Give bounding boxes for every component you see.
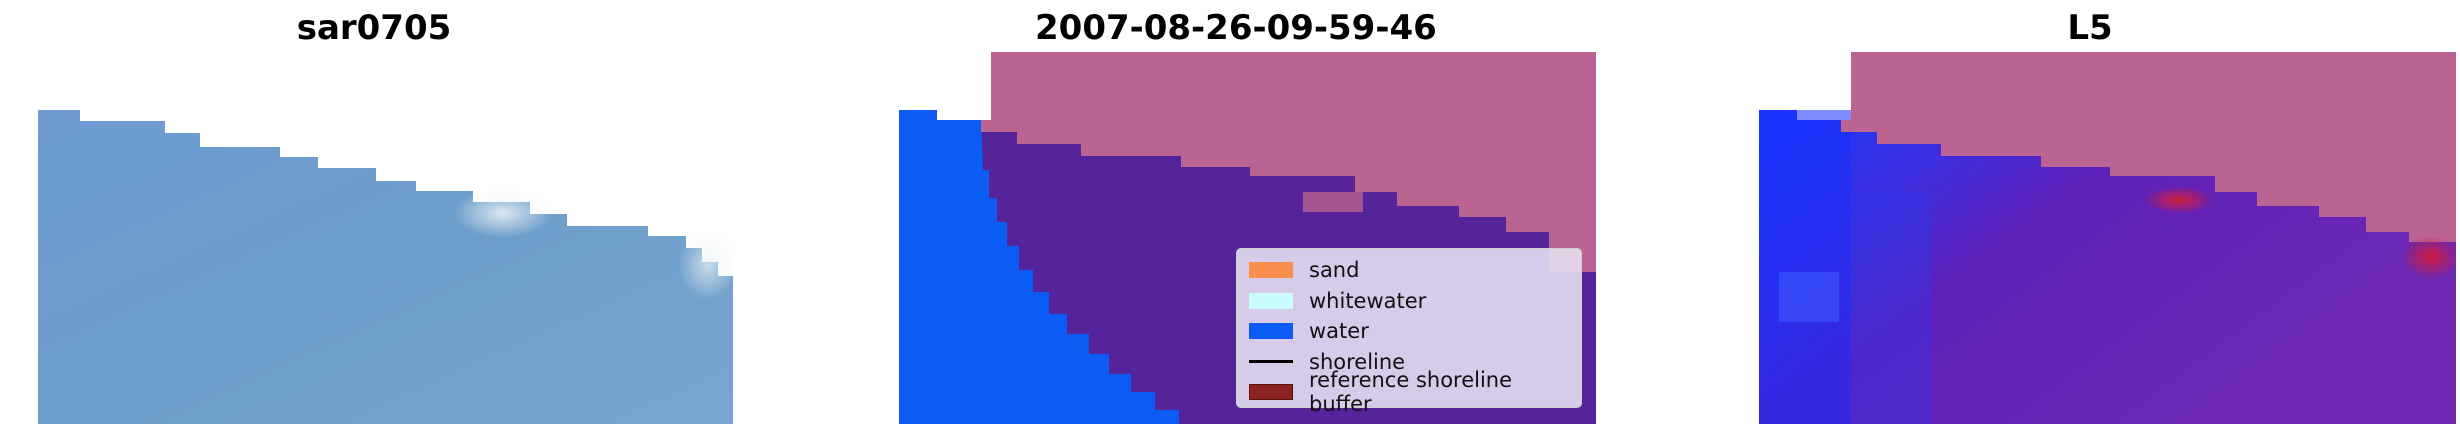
legend-item-sand: sand bbox=[1249, 255, 1569, 286]
water-swatch bbox=[1249, 323, 1293, 340]
legend-label-water: water bbox=[1309, 319, 1369, 344]
legend-label-whitewater: whitewater bbox=[1309, 288, 1427, 313]
reference-buffer-swatch bbox=[1249, 384, 1293, 401]
index-image-panel bbox=[1759, 52, 2456, 424]
class-water-area bbox=[899, 110, 981, 424]
buffer-overlay-area bbox=[981, 52, 1596, 272]
rgb-image-panel bbox=[38, 110, 733, 424]
index-buffer-overlay bbox=[1841, 52, 2456, 242]
legend: sand whitewater water shoreline referenc… bbox=[1236, 248, 1582, 416]
panel-title-classification: 2007-08-26-09-59-46 bbox=[1035, 8, 1437, 48]
legend-label-sand: sand bbox=[1309, 258, 1360, 283]
shoreline-swatch bbox=[1249, 360, 1293, 364]
legend-label-reference-buffer: reference shoreline buffer bbox=[1309, 368, 1513, 417]
sand-swatch bbox=[1249, 262, 1293, 279]
legend-item-whitewater: whitewater bbox=[1249, 286, 1569, 317]
legend-label-shoreline: shoreline bbox=[1309, 349, 1406, 374]
legend-item-reference-buffer: reference shoreline buffer bbox=[1249, 368, 1569, 416]
index-water-area bbox=[1759, 110, 2456, 424]
panel-title-index: L5 bbox=[2067, 8, 2113, 48]
legend-item-water: water bbox=[1249, 316, 1569, 347]
rgb-water-area bbox=[38, 110, 733, 424]
legend-item-shoreline: shoreline bbox=[1249, 347, 1569, 378]
panel-title-rgb: sar0705 bbox=[296, 8, 452, 48]
whitewater-swatch bbox=[1249, 292, 1293, 309]
